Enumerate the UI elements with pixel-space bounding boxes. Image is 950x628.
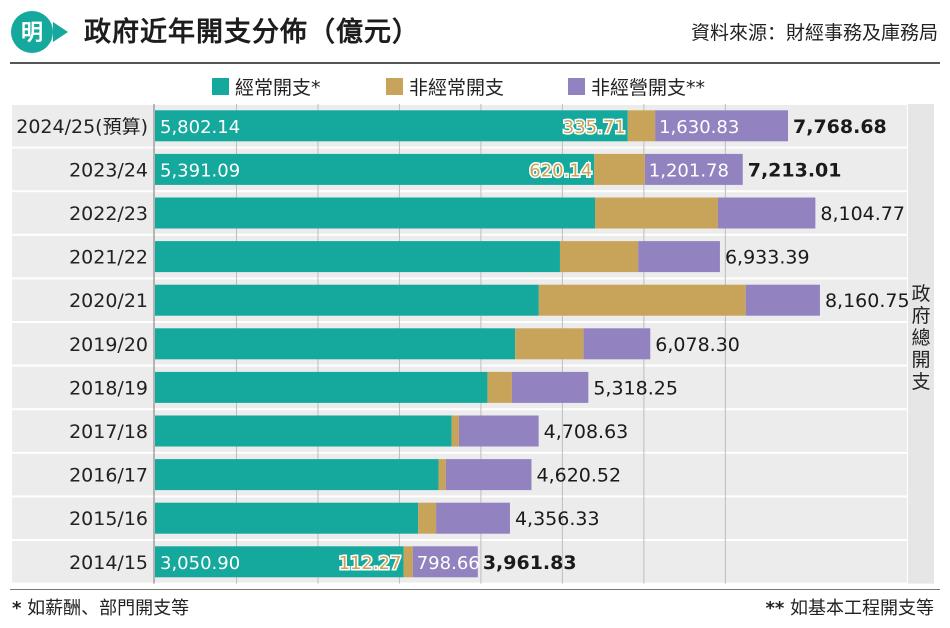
- bar-non-recurrent: [559, 241, 639, 273]
- legend-swatch-recurrent: [212, 78, 229, 95]
- bar-capital: [655, 110, 788, 142]
- footnote-double-star: **: [765, 598, 785, 619]
- data-label-non-recurrent: 620.14: [529, 160, 592, 181]
- header: 明 政府近年開支分佈（億元） 資料來源：財經事務及庫務局: [0, 0, 950, 64]
- bar-capital: [718, 197, 816, 229]
- bar-capital: [458, 415, 539, 447]
- legend-item-capital: 非經營開支**: [568, 73, 705, 100]
- data-label-total: 4,356.33: [515, 508, 600, 530]
- data-label-capital: 798.66: [417, 553, 480, 574]
- data-label-total: 4,708.63: [544, 421, 629, 443]
- category-label: 2024/25(預算): [16, 116, 148, 138]
- ming-pao-logo: 明: [10, 8, 76, 56]
- bar-recurrent: [155, 197, 595, 229]
- data-label-total: 7,213.01: [748, 159, 842, 181]
- bar-recurrent: [155, 241, 560, 273]
- bar-capital: [445, 459, 532, 491]
- data-label-total: 8,104.77: [820, 203, 905, 225]
- title-divider: [10, 62, 940, 64]
- category-label: 2020/21: [69, 290, 148, 312]
- bar-recurrent: [155, 502, 419, 534]
- chart-legend: 經常開支* 非經常開支 非經營開支**: [0, 73, 950, 100]
- legend-label-capital: 非經營開支**: [591, 77, 706, 99]
- data-label-recurrent: 5,802.14: [160, 117, 240, 138]
- legend-item-non-recurrent: 非經常開支: [386, 73, 504, 100]
- bar-non-recurrent: [594, 197, 719, 229]
- category-label: 2019/20: [69, 334, 148, 356]
- category-label: 2014/15: [69, 552, 148, 574]
- category-label: 2018/19: [69, 377, 148, 399]
- category-label: 2021/22: [69, 247, 148, 269]
- data-label-non-recurrent: 335.71: [563, 117, 626, 138]
- logo-arrow: [53, 22, 68, 42]
- bar-capital: [436, 502, 510, 534]
- bar-capital: [412, 546, 478, 578]
- legend-swatch-capital: [568, 78, 585, 95]
- legend-label-non-recurrent: 非經常開支: [409, 77, 505, 99]
- bar-recurrent: [155, 415, 452, 447]
- footnote-capital-text: 如基本工程開支等: [790, 598, 934, 619]
- bar-non-recurrent: [451, 415, 459, 447]
- side-label-char: 政: [911, 283, 930, 305]
- bar-non-recurrent: [627, 110, 656, 142]
- data-label-total: 5,318.25: [593, 377, 678, 399]
- bar-recurrent: [155, 371, 488, 403]
- bar-non-recurrent: [594, 153, 645, 185]
- footnote-recurrent: * 如薪酬、部門開支等: [12, 594, 189, 620]
- source-note: 資料來源：財經事務及庫務局: [690, 22, 938, 44]
- bar-non-recurrent: [538, 284, 746, 316]
- category-label: 2023/24: [69, 159, 148, 181]
- bar-non-recurrent: [487, 371, 512, 403]
- side-label-char: 總: [911, 327, 930, 349]
- bar-recurrent: [155, 546, 404, 578]
- footnote-capital: ** 如基本工程開支等: [765, 594, 934, 620]
- data-label-non-recurrent: 112.27: [339, 553, 402, 574]
- data-label-capital: 1,630.83: [659, 117, 739, 138]
- data-label-capital: 1,201.78: [649, 160, 729, 181]
- legend-label-recurrent: 經常開支*: [235, 77, 321, 99]
- data-label-total: 6,078.30: [655, 334, 740, 356]
- side-label-panel: [908, 104, 934, 584]
- bar-recurrent: [155, 459, 439, 491]
- side-label-char: 府: [911, 305, 930, 327]
- footnote-recurrent-text: 如薪酬、部門開支等: [27, 598, 190, 619]
- legend-item-recurrent: 經常開支*: [212, 73, 321, 100]
- bar-non-recurrent: [438, 459, 446, 491]
- data-label-total: 3,961.83: [483, 552, 577, 574]
- data-label-recurrent: 3,050.90: [160, 553, 240, 574]
- category-label: 2016/17: [69, 465, 148, 487]
- data-label-recurrent: 5,391.09: [160, 160, 240, 181]
- data-label-total: 6,933.39: [725, 247, 810, 269]
- category-label: 2015/16: [69, 508, 148, 530]
- data-label-total: 8,160.75: [825, 290, 910, 312]
- data-label-total: 4,620.52: [536, 465, 621, 487]
- data-label-total: 7,768.68: [793, 116, 887, 138]
- bar-recurrent: [155, 153, 595, 185]
- footer-divider: [10, 589, 940, 590]
- bar-non-recurrent: [515, 328, 584, 360]
- page-title: 政府近年開支分佈（億元）: [84, 17, 420, 48]
- logo-circle: [11, 11, 53, 53]
- logo-text: 明: [21, 21, 43, 46]
- bar-capital: [638, 241, 720, 273]
- category-label: 2017/18: [69, 421, 148, 443]
- bar-capital: [745, 284, 820, 316]
- side-label-char: 支: [911, 371, 930, 393]
- category-label: 2022/23: [69, 203, 148, 225]
- bar-capital: [583, 328, 651, 360]
- bar-recurrent: [155, 328, 516, 360]
- bar-non-recurrent: [403, 546, 413, 578]
- side-label-char: 開: [911, 349, 930, 371]
- bar-capital: [644, 153, 743, 185]
- bar-non-recurrent: [418, 502, 437, 534]
- bar-recurrent: [155, 110, 628, 142]
- legend-swatch-non-recurrent: [386, 78, 403, 95]
- bar-capital: [511, 371, 589, 403]
- footnote-star: *: [12, 598, 22, 619]
- bar-recurrent: [155, 284, 539, 316]
